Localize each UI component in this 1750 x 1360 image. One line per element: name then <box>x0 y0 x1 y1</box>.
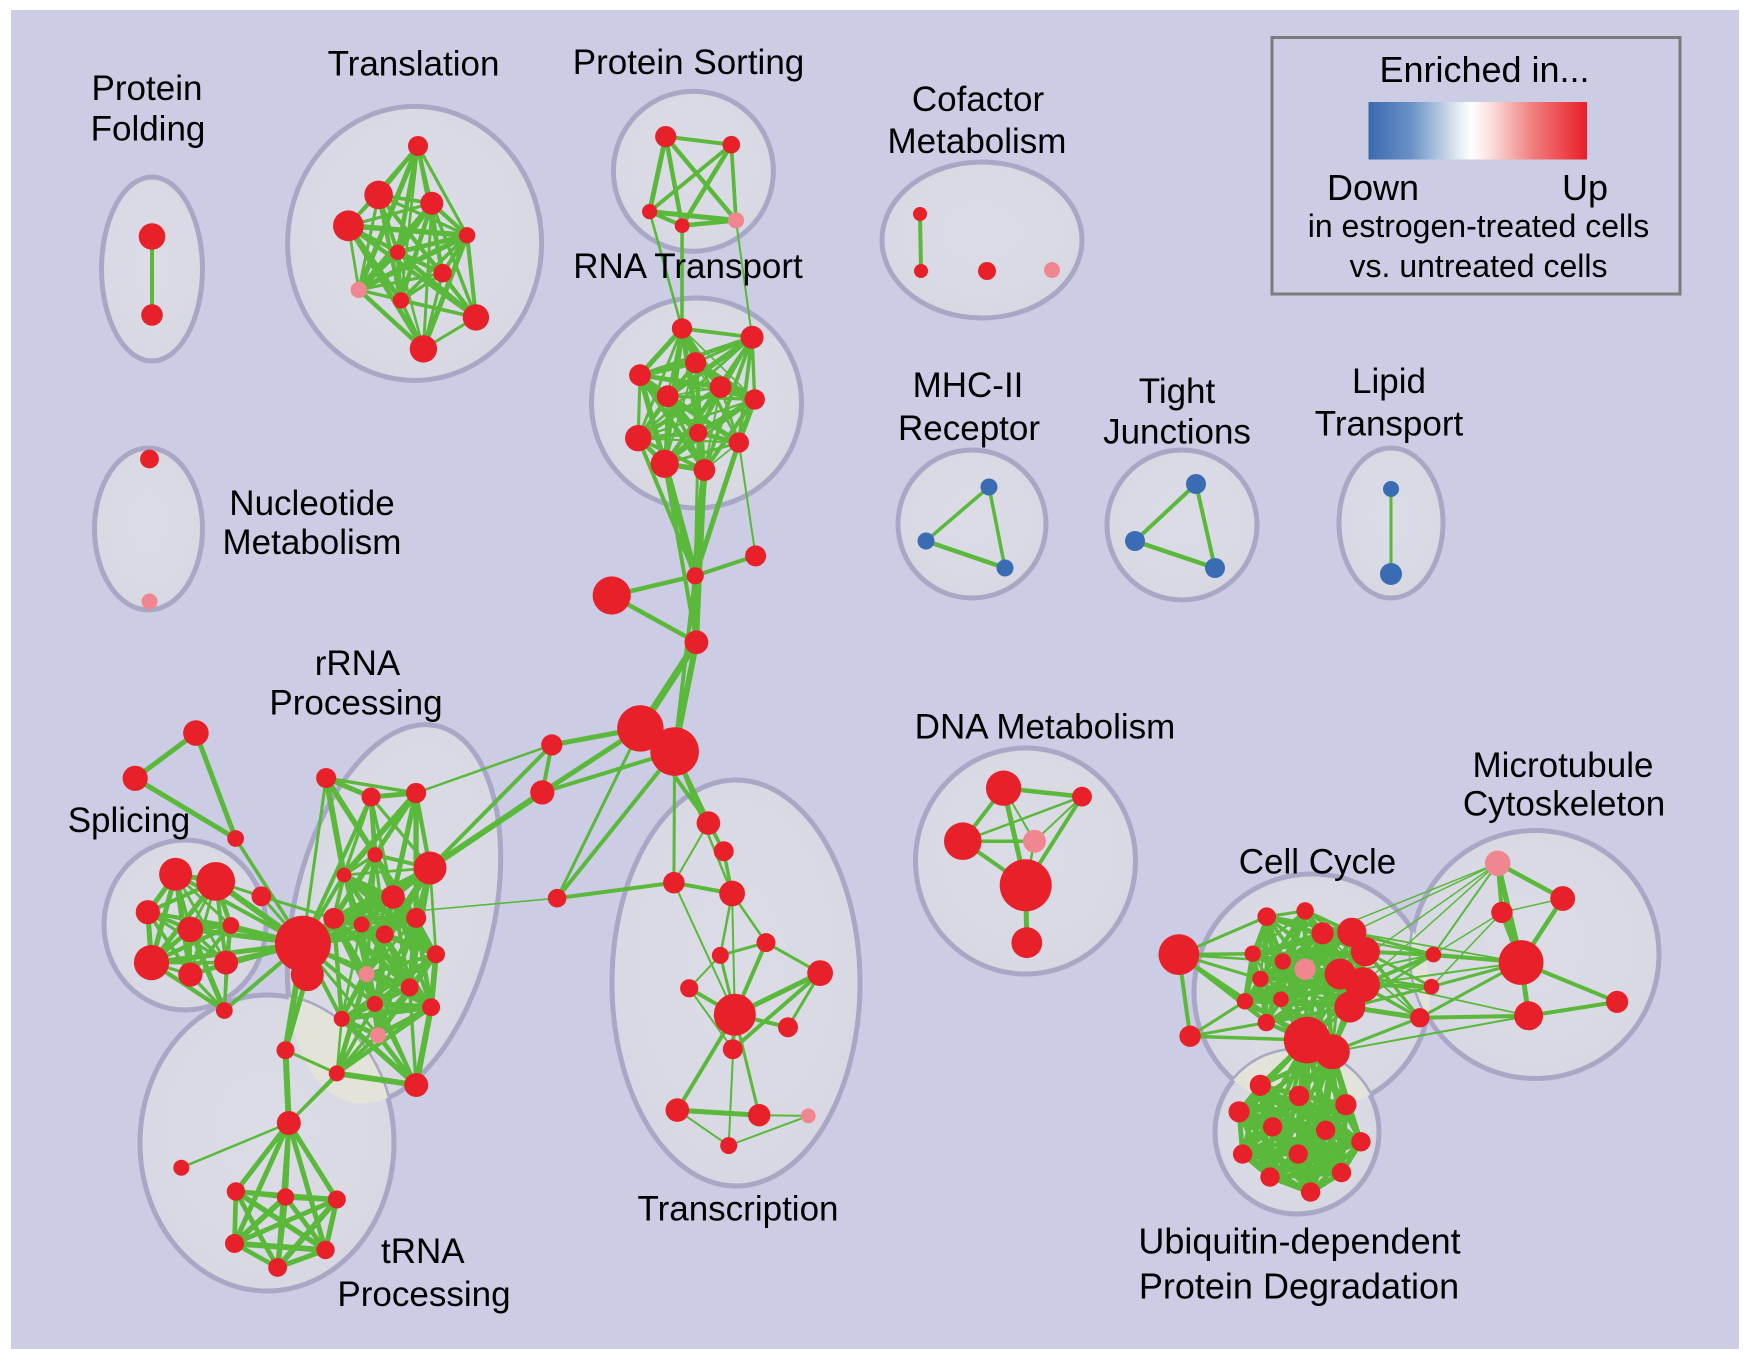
svg-text:Down: Down <box>1327 167 1419 208</box>
svg-text:rRNA: rRNA <box>315 644 401 683</box>
svg-text:Metabolism: Metabolism <box>223 523 402 562</box>
svg-text:Folding: Folding <box>91 110 206 149</box>
svg-text:Nucleotide: Nucleotide <box>229 484 394 523</box>
svg-text:Translation: Translation <box>328 44 500 83</box>
svg-text:in estrogen-treated cells: in estrogen-treated cells <box>1308 208 1650 244</box>
svg-text:Ubiquitin-dependent: Ubiquitin-dependent <box>1138 1221 1460 1262</box>
svg-text:Lipid: Lipid <box>1352 362 1426 401</box>
svg-text:Cytoskeleton: Cytoskeleton <box>1463 785 1665 824</box>
svg-text:Protein Degradation: Protein Degradation <box>1139 1266 1459 1307</box>
svg-text:Junctions: Junctions <box>1103 412 1251 451</box>
svg-text:MHC-II: MHC-II <box>913 366 1024 405</box>
svg-text:Receptor: Receptor <box>898 409 1040 448</box>
svg-text:Transcription: Transcription <box>638 1190 839 1229</box>
svg-text:Enriched in...: Enriched in... <box>1379 49 1589 90</box>
svg-text:Tight: Tight <box>1139 372 1216 411</box>
svg-text:Transport: Transport <box>1315 405 1464 444</box>
svg-text:vs. untreated cells: vs. untreated cells <box>1350 248 1608 284</box>
svg-text:Metabolism: Metabolism <box>888 122 1067 161</box>
svg-text:DNA Metabolism: DNA Metabolism <box>915 707 1176 746</box>
svg-text:Protein: Protein <box>92 69 203 108</box>
svg-text:Protein Sorting: Protein Sorting <box>573 43 805 82</box>
svg-text:Microtubule: Microtubule <box>1473 746 1654 785</box>
svg-text:tRNA: tRNA <box>381 1232 465 1271</box>
svg-text:Processing: Processing <box>337 1275 510 1314</box>
svg-text:Cell Cycle: Cell Cycle <box>1239 843 1397 882</box>
svg-text:Processing: Processing <box>269 684 442 723</box>
svg-text:Splicing: Splicing <box>68 801 191 840</box>
svg-text:RNA Transport: RNA Transport <box>573 247 803 286</box>
svg-text:Up: Up <box>1562 167 1608 208</box>
svg-text:Cofactor: Cofactor <box>912 80 1045 119</box>
